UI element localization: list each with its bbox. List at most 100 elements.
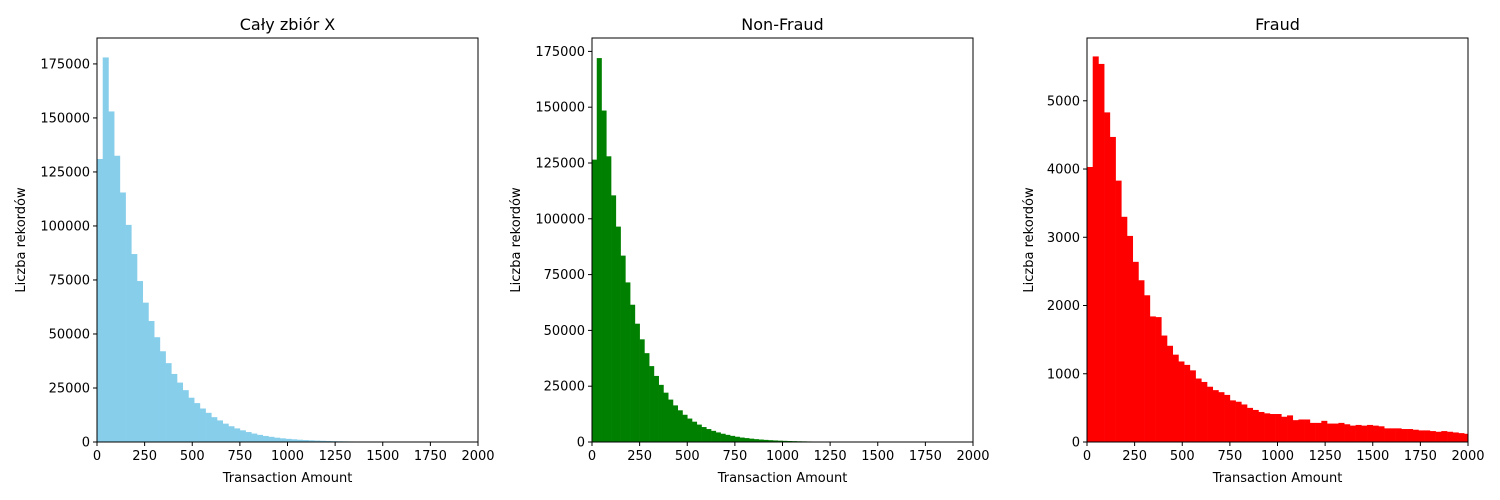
histogram-bar xyxy=(1104,112,1111,442)
histogram-bar xyxy=(644,353,650,442)
histogram-bar xyxy=(649,366,655,442)
histogram-bar xyxy=(1441,431,1448,442)
panel-non-fraud: Non-Fraud 0 250 500 750 1000 1250 1500 1750 2000… xyxy=(509,15,990,486)
histogram-bar xyxy=(711,430,717,442)
histogram-bar xyxy=(663,392,669,442)
histogram-bar xyxy=(777,440,783,442)
histogram-bar xyxy=(97,158,104,443)
ticks: 0 250 500 750 1000 1250 1500 1750 2000 0 25000 5000… xyxy=(535,45,989,464)
histogram-bar xyxy=(672,405,679,442)
x-tick-label: 250 xyxy=(132,449,157,464)
histogram-bar xyxy=(1338,422,1345,442)
histogram-bar xyxy=(1184,364,1191,442)
y-tick-label: 1000 xyxy=(1047,367,1080,382)
histogram-bar xyxy=(653,375,659,442)
x-axis-label: Transaction Amount xyxy=(1212,471,1343,486)
histogram-bar xyxy=(596,58,602,443)
chart-title: Cały zbiór X xyxy=(240,15,336,34)
histogram-bar xyxy=(302,440,309,442)
histogram-bar xyxy=(1464,433,1469,442)
x-tick-label: 0 xyxy=(93,449,101,464)
histogram-bar xyxy=(1167,345,1174,442)
histogram-bar xyxy=(734,436,740,442)
y-tick-label: 175000 xyxy=(535,45,585,60)
histogram-bar xyxy=(1424,430,1431,442)
histogram-bar xyxy=(696,424,702,442)
histogram-bar xyxy=(171,373,178,442)
histogram-bar xyxy=(1201,381,1208,442)
histogram-bar xyxy=(1361,425,1368,442)
histogram-bar xyxy=(137,281,144,442)
histogram-bar xyxy=(177,382,184,442)
x-tick-label: 1250 xyxy=(814,449,847,464)
histogram-bar xyxy=(159,351,166,442)
histogram-bar xyxy=(782,440,788,442)
histogram-bar xyxy=(1229,400,1236,442)
histogram-bar xyxy=(1155,317,1162,442)
y-tick-label: 5000 xyxy=(1047,94,1080,109)
y-tick-label: 150000 xyxy=(535,101,585,116)
bars xyxy=(1087,56,1469,443)
histogram-bar xyxy=(1121,216,1128,442)
y-tick-label: 150000 xyxy=(40,111,90,126)
y-tick-label: 25000 xyxy=(49,381,90,396)
histogram-bar xyxy=(725,434,731,442)
histogram-bar xyxy=(1098,63,1105,443)
histogram-bar xyxy=(108,111,115,442)
plot-frame xyxy=(591,37,974,443)
histogram-bar xyxy=(758,439,764,442)
histogram-bar xyxy=(1429,431,1436,442)
histogram-bar xyxy=(1224,394,1231,442)
x-tick-label: 1750 xyxy=(909,449,942,464)
x-tick-label: 750 xyxy=(1217,449,1242,464)
histogram-bar xyxy=(1115,180,1122,442)
histogram-bar xyxy=(658,384,664,442)
histogram-bar xyxy=(1418,430,1425,442)
y-tick-label: 25000 xyxy=(544,380,585,395)
histogram-bar xyxy=(205,412,212,442)
ticks: 0 250 500 750 1000 1250 1500 1750 2000 0 25000 5000… xyxy=(40,57,494,464)
histogram-bar xyxy=(753,439,759,442)
y-tick-label: 175000 xyxy=(40,57,90,72)
histogram-bar xyxy=(119,192,126,442)
histogram-bar xyxy=(620,255,626,442)
y-tick-label: 100000 xyxy=(535,212,585,227)
chart-title: Fraud xyxy=(1255,15,1300,34)
histogram-bar xyxy=(1384,428,1391,442)
histogram-bar xyxy=(1367,424,1374,442)
x-tick-label: 500 xyxy=(1170,449,1195,464)
histogram-bar xyxy=(606,156,612,443)
histogram-bar xyxy=(1252,409,1259,442)
histogram-bar xyxy=(630,304,636,442)
histogram-bar xyxy=(217,420,224,442)
y-tick-label: 50000 xyxy=(49,327,90,342)
histogram-bar xyxy=(182,390,189,442)
histogram-bar xyxy=(1132,261,1139,442)
histogram-bar xyxy=(706,429,712,442)
histogram-bar xyxy=(1149,316,1156,442)
y-tick-label: 50000 xyxy=(544,324,585,339)
histogram-bar xyxy=(211,417,218,442)
x-tick-label: 500 xyxy=(675,449,700,464)
histogram-bar xyxy=(1109,136,1116,442)
y-axis-label: Liczba rekordów xyxy=(14,187,29,293)
histogram-bar xyxy=(1247,407,1254,442)
histogram-bar xyxy=(1412,429,1419,442)
y-tick-label: 0 xyxy=(577,436,585,451)
histogram-bar xyxy=(1207,386,1214,442)
x-tick-label: 1500 xyxy=(861,449,894,464)
histogram-bar xyxy=(1087,166,1094,443)
histogram-bar xyxy=(1195,378,1202,442)
histogram-bar xyxy=(319,440,326,442)
histogram-bar xyxy=(285,438,292,442)
histogram-bar xyxy=(125,224,132,442)
x-axis-label: Transaction Amount xyxy=(222,471,353,486)
histogram-bar xyxy=(739,437,745,442)
ticks: 0 250 500 750 1000 1250 1500 1750 2000 0 1000 2000 3… xyxy=(1047,94,1485,464)
histogram-bar xyxy=(1258,411,1265,442)
x-tick-label: 2000 xyxy=(461,449,494,464)
y-tick-label: 75000 xyxy=(49,273,90,288)
histogram-bar xyxy=(228,426,235,442)
histogram-bar xyxy=(262,435,269,442)
histogram-bar xyxy=(1264,413,1271,442)
